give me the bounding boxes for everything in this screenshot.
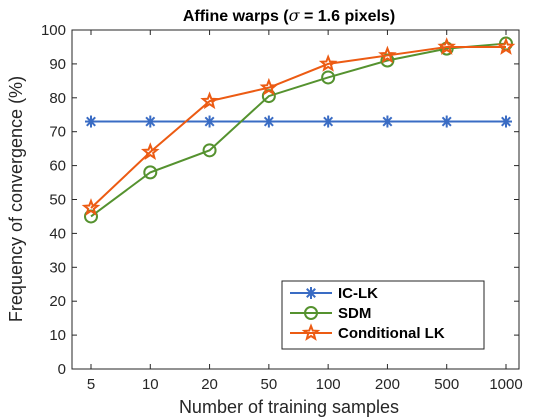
legend-marker-ic-lk bbox=[305, 287, 317, 299]
y-tick-label: 60 bbox=[49, 158, 66, 175]
legend-marker-conditional-lk bbox=[301, 323, 321, 341]
x-axis-label: Number of training samples bbox=[179, 397, 399, 417]
y-tick-label: 0 bbox=[58, 361, 66, 378]
x-tick-label: 1000 bbox=[489, 376, 522, 393]
x-tick-label: 500 bbox=[434, 376, 459, 393]
x-tick-label: 200 bbox=[375, 376, 400, 393]
y-tick-label: 90 bbox=[49, 56, 66, 73]
data-point-conditional-lk bbox=[496, 37, 516, 55]
y-tick-label: 10 bbox=[49, 327, 66, 344]
plot-area: 0 10 20 30 40 50 60 70 80 90 100 5 10 20 50 100 200 500 10… bbox=[41, 22, 523, 393]
y-axis-label: Frequency of convergence (%) bbox=[6, 76, 26, 322]
chart-title-prefix: Affine warps ( bbox=[183, 8, 289, 25]
data-point-conditional-lk bbox=[259, 77, 279, 96]
y-tick-label: 80 bbox=[49, 90, 66, 107]
data-point-sdm bbox=[143, 165, 158, 180]
y-tick-label: 40 bbox=[49, 225, 66, 242]
data-point-sdm bbox=[321, 70, 336, 85]
legend: IC-LK SDM Conditional LK bbox=[281, 280, 485, 350]
data-point-ic-lk bbox=[144, 115, 157, 128]
data-point-conditional-lk bbox=[378, 45, 397, 64]
x-tick-label: 100 bbox=[316, 376, 341, 393]
data-point-ic-lk bbox=[262, 115, 275, 128]
data-point-ic-lk bbox=[85, 115, 97, 128]
y-tick-label: 100 bbox=[41, 22, 66, 39]
chart-title-suffix: = 1.6 pixels) bbox=[300, 8, 396, 25]
x-tick-label: 5 bbox=[87, 376, 95, 393]
data-point-ic-lk bbox=[203, 115, 216, 128]
x-tick-label: 20 bbox=[201, 376, 218, 393]
legend-marker-sdm bbox=[304, 306, 318, 320]
chart-title: Affine warps (σ = 1.6 pixels) bbox=[183, 6, 395, 25]
data-point-ic-lk bbox=[440, 115, 453, 128]
legend-label-sdm: SDM bbox=[338, 305, 371, 322]
chart-title-symbol: σ bbox=[289, 6, 301, 25]
y-tick-label: 70 bbox=[49, 124, 66, 141]
y-tick-label: 20 bbox=[49, 293, 66, 310]
data-point-conditional-lk bbox=[318, 54, 338, 72]
x-tick-label: 10 bbox=[142, 376, 159, 393]
series-line-conditional-lk bbox=[90, 45, 506, 209]
data-point-ic-lk bbox=[500, 115, 512, 128]
data-point-sdm bbox=[202, 143, 217, 158]
legend-label-ic-lk: IC-LK bbox=[338, 285, 378, 302]
y-tick-label: 30 bbox=[49, 259, 66, 276]
data-point-ic-lk bbox=[322, 115, 335, 128]
x-tick-label: 50 bbox=[261, 376, 278, 393]
y-tick-label: 50 bbox=[49, 192, 66, 209]
data-point-conditional-lk bbox=[200, 91, 219, 110]
data-point-conditional-lk bbox=[140, 142, 160, 160]
data-point-conditional-lk bbox=[437, 37, 457, 55]
legend-label-conditional-lk: Conditional LK bbox=[338, 325, 445, 342]
data-point-conditional-lk bbox=[81, 198, 101, 216]
series-line-sdm bbox=[90, 42, 507, 218]
data-point-ic-lk bbox=[381, 115, 394, 128]
